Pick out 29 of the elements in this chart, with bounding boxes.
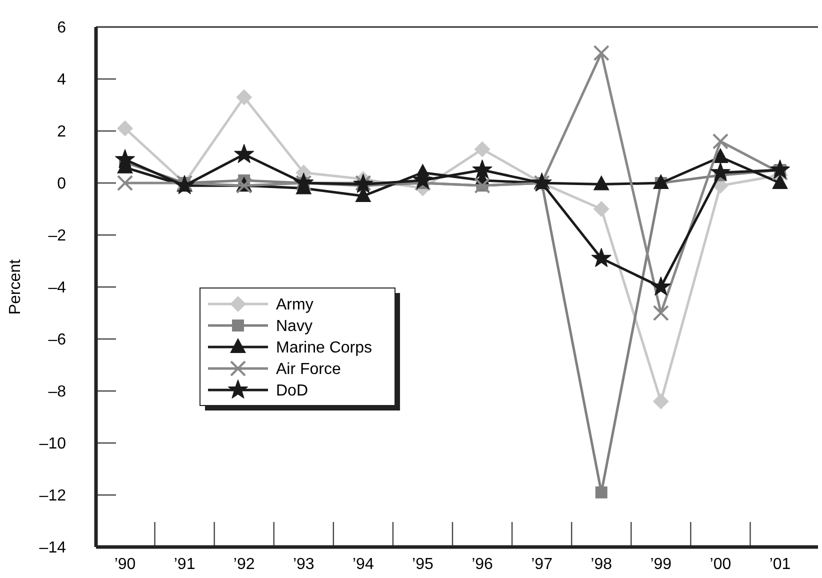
y-tick-label: –2 [48, 228, 66, 245]
y-tick-label: 0 [57, 176, 66, 193]
x-tick-label: ’01 [769, 556, 791, 573]
y-tick-label: –8 [48, 384, 66, 401]
x-tick-label: ’95 [412, 556, 434, 573]
legend-label: Air Force [276, 361, 341, 378]
legend-label: DoD [276, 382, 308, 400]
x-tick-label: ’96 [472, 556, 494, 573]
y-tick-label: –12 [39, 488, 66, 505]
x-tick-label: ’92 [233, 556, 255, 573]
x-tick-label: ’00 [710, 556, 732, 573]
legend-label: Marine Corps [276, 340, 372, 357]
y-tick-label: –10 [39, 436, 66, 453]
y-tick-label: 6 [57, 20, 66, 37]
x-tick-label: ’91 [174, 556, 196, 573]
y-tick-label: –4 [48, 280, 66, 297]
legend-label: Navy [276, 318, 312, 336]
x-tick-label: ’99 [650, 556, 672, 573]
x-tick-label: ’97 [531, 556, 553, 573]
y-tick-label: 2 [57, 124, 66, 141]
x-tick-label: ’98 [590, 556, 612, 573]
x-tick-label: ’90 [114, 556, 136, 573]
y-axis-title: Percent [7, 258, 24, 315]
legend-label: Army [276, 296, 314, 314]
x-tick-label: ’94 [352, 556, 374, 573]
y-tick-label: –6 [48, 332, 66, 349]
y-tick-label: 4 [57, 72, 66, 89]
x-tick-label: ’93 [292, 556, 314, 573]
y-tick-label: –14 [39, 540, 66, 557]
